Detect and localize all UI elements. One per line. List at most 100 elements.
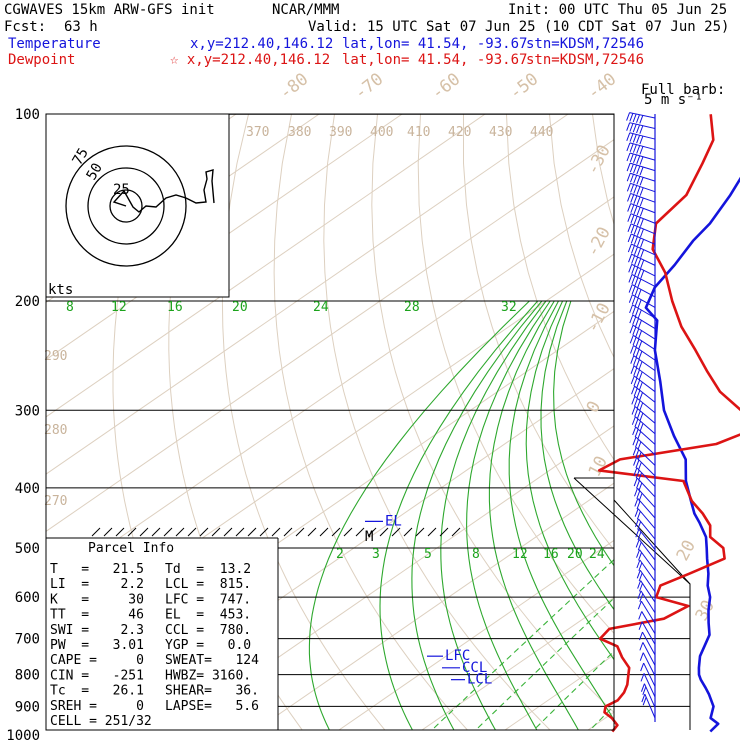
wind-barb-feather	[627, 183, 630, 191]
isotherm-line	[671, 114, 740, 730]
wind-barb-feather	[633, 447, 636, 455]
wind-barb-feather	[634, 206, 637, 214]
hatch-mark	[248, 528, 256, 536]
wind-barb	[630, 183, 655, 191]
wind-barb-feather	[630, 134, 633, 142]
wind-barb-feather	[636, 339, 639, 347]
wind-barb-feather	[633, 124, 636, 132]
barb-legend-line2: 5 m s⁻¹	[644, 92, 703, 108]
wind-barb-feather	[637, 146, 640, 154]
isotherm-label: -10	[583, 300, 615, 337]
wind-barb-feather	[634, 368, 637, 376]
wind-barb-feather	[637, 560, 640, 568]
wind-barb	[643, 642, 655, 665]
wind-barb-feather	[632, 407, 635, 415]
wind-barb	[642, 632, 655, 655]
isotherm-line	[422, 114, 740, 730]
hatch-mark	[428, 528, 436, 536]
wind-barb	[642, 622, 655, 645]
wind-barb-feather	[637, 390, 640, 398]
wind-barb-feather	[635, 509, 638, 517]
wind-barb-feather	[635, 288, 638, 296]
pressure-tick-label: 900	[15, 699, 40, 715]
wind-barb-feather	[638, 269, 641, 277]
hatch-mark	[92, 528, 100, 536]
header: CGWAVES 15km ARW-GFS init NCAR/MMM Init:…	[4, 2, 729, 68]
wind-barb-feather	[638, 591, 641, 599]
wind-barb-feather	[630, 154, 633, 162]
hatch-mark	[332, 528, 340, 536]
wind-barb-feather	[634, 388, 637, 396]
pressure-tick-label: 200	[15, 294, 40, 310]
parcel-info-cell: PW = 3.01	[50, 638, 144, 653]
wind-barb-feather	[637, 156, 640, 164]
wind-barb	[641, 601, 655, 623]
wind-barb-feather	[628, 244, 631, 252]
wind-barb-feather	[634, 196, 637, 204]
wind-barb-feather	[630, 144, 633, 152]
dry-adiabat-label: 270	[44, 494, 67, 509]
wind-barb-feather	[637, 135, 640, 143]
wind-barb-feather	[631, 195, 634, 203]
dry-adiabat-label: 370	[246, 125, 269, 140]
wind-barb-feather	[631, 356, 634, 364]
parcel-info-cell: Tc = 26.1	[50, 684, 144, 699]
dry-adiabat-label: 430	[489, 125, 512, 140]
wind-barb-feather	[637, 411, 640, 419]
dry-adiabat-label: 410	[407, 125, 430, 140]
parcel-info-cell: Td = 13.2	[165, 562, 251, 577]
wind-barb-feather	[640, 594, 643, 602]
dewpoint-legend: Dewpoint	[8, 52, 75, 68]
wind-barb-feather	[639, 361, 642, 369]
parcel-info-cell: TT = 46	[50, 608, 144, 623]
wind-barb-feather	[632, 276, 635, 284]
wind-barb-feather	[629, 264, 632, 272]
wind-barb-feather	[637, 176, 640, 184]
wind-barb-feather	[640, 413, 643, 421]
pressure-tick-label: 300	[15, 403, 40, 419]
parcel-info-cell: CCL = 780.	[165, 623, 251, 638]
wind-barb-feather	[632, 417, 635, 425]
hodograph-ring-label-25: 25	[113, 182, 130, 198]
wind-barb-feather	[637, 187, 640, 195]
parcel-info-title: Parcel Info	[88, 541, 174, 556]
wind-barb-feather	[631, 245, 634, 253]
wind-barb-feather	[634, 185, 637, 193]
wind-barb-feather	[640, 126, 643, 134]
valid-time: Valid: 15 UTC Sat 07 Jun 25 (10 CDT Sat …	[308, 19, 729, 35]
hatch-mark	[308, 528, 316, 536]
wind-barb-feather	[640, 423, 643, 431]
parcel-info-cell: SHEAR= 36.	[165, 684, 259, 699]
wind-barb-feather	[627, 123, 630, 131]
wind-barb	[633, 315, 655, 329]
hatch-mark	[344, 528, 352, 536]
wind-barb	[631, 214, 655, 224]
parcel-info-cell: K = 30	[50, 592, 144, 607]
pressure-tick-label: 400	[15, 481, 40, 497]
wind-barb-feather	[633, 145, 636, 153]
wind-barb-feather	[641, 239, 644, 247]
mixing-ratio-label: 16	[543, 547, 559, 562]
wind-barb-feather	[630, 345, 633, 353]
mixing-ratio-line	[585, 301, 740, 735]
wind-barb-feather	[629, 274, 632, 282]
dry-adiabat-line	[372, 114, 638, 735]
mixing-ratio-label: 32	[501, 300, 517, 315]
wind-barb-feather	[630, 123, 633, 131]
init-time: Init: 00 UTC Thu 05 Jun 25	[508, 2, 727, 18]
wind-barb-feather	[628, 193, 631, 201]
dry-adiabat-label: 440	[530, 125, 553, 140]
wind-barb-feather	[634, 226, 637, 234]
wind-barb-feather	[628, 214, 631, 222]
wind-barb-feather	[637, 501, 640, 509]
moist-adiabat-line	[541, 301, 706, 735]
hatch-mark	[164, 528, 172, 536]
wind-barb-feather	[634, 165, 637, 173]
forecast-hour: 63 h	[64, 19, 98, 35]
hatch-mark	[272, 528, 280, 536]
wind-barb-feather	[640, 167, 643, 175]
wind-barb-feather	[640, 403, 643, 411]
wind-barb-feather	[630, 315, 633, 323]
wind-barb-feather	[634, 175, 637, 183]
wind-barb-feather	[638, 248, 641, 256]
